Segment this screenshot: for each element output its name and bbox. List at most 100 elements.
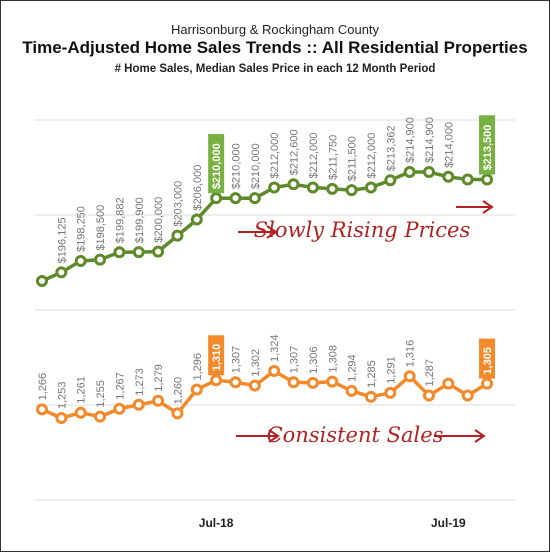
sales-point-2 [74, 406, 87, 419]
sales-point-1 [55, 412, 68, 424]
price-point-15 [326, 182, 339, 195]
sales-data-label-20: 1,287 [424, 359, 436, 387]
sales-point-16 [345, 384, 358, 397]
prices-arrow-right-head [482, 200, 494, 214]
price-label-highlight-9 [208, 133, 225, 194]
price-point-6 [152, 245, 165, 258]
sales-point-22 [461, 389, 474, 402]
sales-data-label-7: 1,260 [172, 377, 184, 405]
sales-data-label-17: 1,285 [366, 360, 378, 388]
price-point-14 [306, 181, 319, 194]
price-data-label-6: $200,000 [153, 197, 165, 243]
sales-point-6 [152, 394, 165, 407]
sales-point-17 [364, 390, 377, 403]
price-data-label-9: $210,000 [211, 143, 223, 189]
sales-point-14 [306, 376, 319, 389]
sales-data-label-12: 1,324 [269, 334, 281, 362]
sales-point-7 [171, 407, 184, 420]
sales-data-label-14: 1,306 [308, 346, 320, 374]
sales-point-12 [268, 365, 281, 377]
price-point-18 [384, 174, 397, 187]
price-point-5 [132, 246, 145, 259]
price-data-label-4: $199,882 [114, 197, 126, 243]
price-point-4 [113, 246, 126, 259]
price-point-0 [36, 275, 48, 287]
sales-point-15 [326, 375, 339, 388]
sales-data-label-6: 1,279 [153, 364, 165, 392]
price-point-3 [94, 253, 107, 266]
prices-arrow-left-head [266, 225, 278, 239]
sales-point-10 [229, 376, 242, 389]
sales-data-label-10: 1,307 [231, 346, 243, 374]
price-data-label-10: $210,000 [231, 143, 243, 189]
price-data-label-7: $203,000 [172, 181, 184, 227]
sales-data-label-4: 1,267 [114, 372, 126, 400]
price-data-label-21: $214,000 [443, 122, 455, 168]
sales-point-23 [481, 377, 494, 390]
sales-point-4 [113, 402, 126, 415]
price-data-label-15: $211,750 [327, 135, 339, 180]
sales-point-18 [384, 386, 397, 399]
sales-data-label-0: 1,266 [37, 373, 49, 401]
sales-point-5 [132, 398, 145, 411]
price-data-label-14: $212,000 [308, 133, 320, 179]
price-point-9 [210, 192, 223, 205]
price-point-8 [190, 213, 203, 226]
price-point-11 [248, 192, 261, 205]
x-tick-label-0: Jul-18 [199, 516, 234, 530]
sales-point-20 [423, 389, 435, 402]
price-data-label-1: $196,125 [56, 217, 68, 263]
price-data-label-16: $211,500 [347, 136, 359, 181]
sales-data-label-3: 1,255 [95, 380, 107, 408]
price-data-label-19: $214,900 [405, 117, 417, 163]
sales-point-8 [190, 383, 203, 396]
price-data-label-8: $206,000 [192, 165, 204, 211]
price-point-19 [403, 166, 416, 178]
sales-data-label-5: 1,273 [134, 368, 146, 396]
chart-region-label: Harrisonburg & Rockingham County [170, 22, 380, 37]
sales-data-label-11: 1,302 [250, 349, 262, 377]
sales-data-label-8: 1,296 [192, 353, 204, 381]
price-data-label-12: $212,000 [269, 133, 281, 179]
sales-label-highlight-9 [208, 335, 225, 376]
price-data-label-23: $213,500 [482, 125, 494, 171]
sales-data-label-18: 1,291 [385, 356, 397, 384]
price-label-highlight-23 [479, 115, 496, 175]
price-data-label-3: $198,500 [95, 205, 107, 251]
price-data-label-13: $212,600 [289, 129, 301, 175]
sales-point-21 [442, 377, 455, 390]
sales-data-label-2: 1,261 [76, 376, 88, 404]
sales-point-19 [403, 370, 416, 383]
prices-annotation: Slowly Rising Prices [254, 218, 471, 242]
price-data-label-20: $214,900 [424, 117, 436, 163]
sales-data-label-16: 1,294 [347, 354, 359, 382]
price-point-12 [268, 181, 281, 194]
sales-label-highlight-23 [479, 338, 496, 379]
price-data-label-5: $199,900 [134, 197, 146, 243]
price-point-21 [442, 170, 455, 183]
price-data-label-2: $198,250 [76, 206, 88, 252]
chart-title: Time-Adjusted Home Sales Trends :: All R… [22, 38, 528, 57]
sales-data-label-23: 1,305 [482, 347, 494, 375]
price-point-22 [461, 173, 474, 186]
price-point-10 [229, 192, 242, 205]
price-point-13 [287, 178, 300, 191]
x-tick-label-1: Jul-19 [431, 516, 466, 530]
chart-subtitle: # Home Sales, Median Sales Price in each… [114, 63, 436, 75]
sales-point-13 [287, 376, 300, 389]
sales-point-0 [36, 403, 48, 416]
sales-annotation: Consistent Sales [267, 423, 444, 447]
price-point-1 [55, 266, 68, 279]
sales-data-label-9: 1,310 [211, 344, 223, 372]
price-point-16 [345, 184, 358, 197]
sales-arrow-left-head [268, 429, 280, 443]
sales-data-label-19: 1,316 [405, 340, 417, 368]
price-data-label-18: $213,362 [385, 125, 397, 171]
sales-line [41, 369, 489, 420]
price-data-label-17: $212,000 [366, 133, 378, 179]
sales-data-label-15: 1,308 [327, 345, 339, 373]
sales-arrow-right-head [474, 429, 486, 443]
sales-point-9 [210, 374, 223, 387]
